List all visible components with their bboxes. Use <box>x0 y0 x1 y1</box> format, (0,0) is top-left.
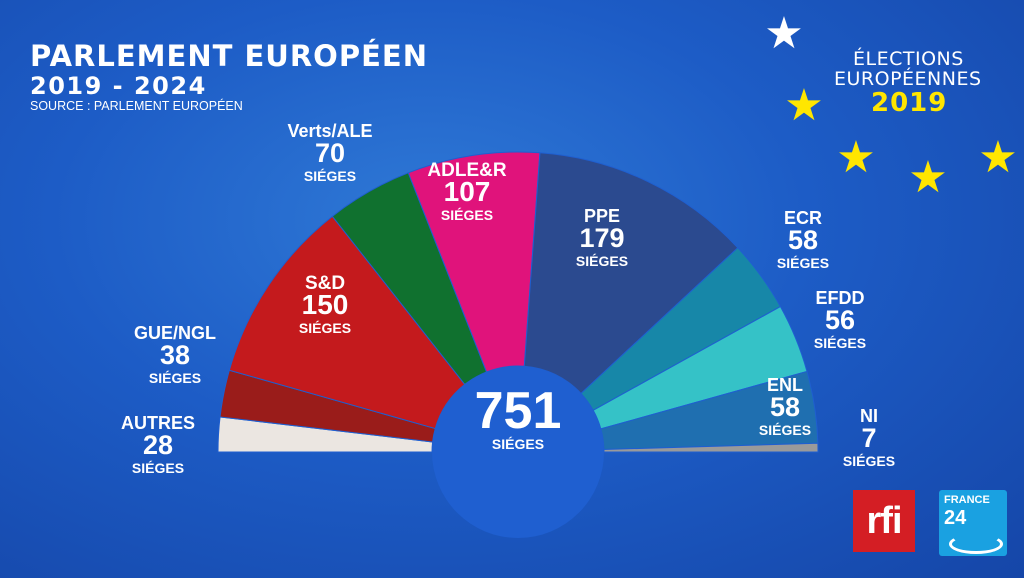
total-seats-unit: SIÉGES <box>492 436 544 452</box>
source-note: SOURCE : PARLEMENT EUROPÉEN <box>30 99 243 113</box>
label-efdd-name: EFDD <box>816 288 865 308</box>
rfi-logo: rfi <box>853 490 915 552</box>
label-ni-value: 7 <box>861 423 876 453</box>
label-enl-name: ENL <box>767 375 803 395</box>
label-enl-value: 58 <box>770 392 800 422</box>
term-years: 2019 - 2024 <box>30 72 207 100</box>
france24-logo-text: FRANCE <box>944 494 990 506</box>
label-s-and-d-name: S&D <box>305 273 345 294</box>
label-autres-unit: SIÉGES <box>132 460 184 476</box>
star-icon: ★ <box>764 8 804 59</box>
label-enl-unit: SIÉGES <box>759 422 811 438</box>
label-s-and-d-value: 150 <box>302 289 349 320</box>
france24-logo-number: 24 <box>944 507 967 529</box>
france24-logo: FRANCE 24 <box>939 490 1007 556</box>
label-ppe-name: PPE <box>584 206 620 226</box>
label-ecr-name: ECR <box>784 208 822 228</box>
star-icon: ★ <box>784 80 824 131</box>
label-gue-ngl-value: 38 <box>160 340 190 370</box>
label-s-and-d-unit: SIÉGES <box>299 320 351 336</box>
label-ecr-unit: SIÉGES <box>777 255 829 271</box>
label-verts-ale-unit: SIÉGES <box>304 168 356 184</box>
elections-badge-line2: EUROPÉENNES <box>834 68 982 90</box>
label-ppe-unit: SIÉGES <box>576 253 628 269</box>
label-gue-ngl-unit: SIÉGES <box>149 370 201 386</box>
star-icon: ★ <box>978 132 1018 183</box>
label-efdd-value: 56 <box>825 305 855 335</box>
label-autres-name: AUTRES <box>121 413 195 433</box>
label-adle-and-r-unit: SIÉGES <box>441 207 493 223</box>
total-seats-value: 751 <box>475 382 562 440</box>
label-ni-unit: SIÉGES <box>843 453 895 469</box>
label-ppe-value: 179 <box>579 223 624 253</box>
star-icon: ★ <box>836 132 876 183</box>
label-verts-ale-value: 70 <box>315 138 345 168</box>
label-verts-ale-name: Verts/ALE <box>287 121 372 141</box>
page-title: PARLEMENT EUROPÉEN <box>30 39 428 73</box>
label-gue-ngl-name: GUE/NGL <box>134 323 216 343</box>
label-adle-and-r-value: 107 <box>444 176 491 207</box>
center-hub <box>432 366 604 538</box>
elections-badge-line1: ÉLECTIONS <box>853 48 964 70</box>
elections-badge-year: 2019 <box>871 88 948 118</box>
swoosh-icon <box>949 534 1003 554</box>
label-autres-value: 28 <box>143 430 173 460</box>
label-ni-name: NI <box>860 406 878 426</box>
star-icon: ★ <box>908 152 948 203</box>
label-efdd-unit: SIÉGES <box>814 335 866 351</box>
label-adle-and-r-name: ADLE&R <box>427 160 506 181</box>
label-ecr-value: 58 <box>788 225 818 255</box>
